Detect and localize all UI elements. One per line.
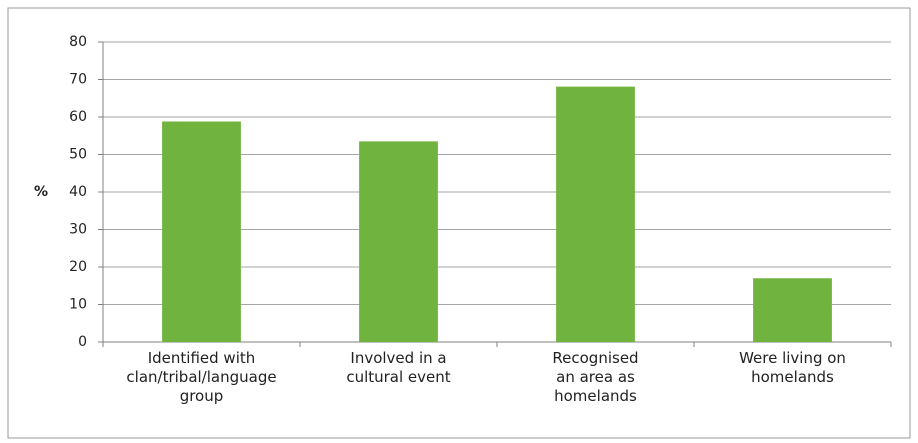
y-tick-label: 20 [69,259,87,275]
x-tick-label: Were living on homelands [739,349,846,386]
y-axis-label: % [34,184,48,200]
bar [753,278,832,342]
y-tick-label: 80 [69,34,87,50]
y-tick-label: 60 [69,109,87,125]
frame-border [7,7,911,439]
y-tick-label: 0 [78,334,87,350]
y-tick-label: 10 [69,297,87,313]
bar [359,141,438,342]
y-tick-label: 40 [69,184,87,200]
y-tick-label: 30 [69,222,87,238]
bar [556,86,635,342]
x-tick-label: Recognised an area as homelands [552,349,639,405]
x-tick-label: Identified with clan/tribal/language gro… [126,349,277,405]
y-tick-label: 50 [69,147,87,163]
y-tick-label: 70 [69,72,87,88]
x-tick-label: Involved in a cultural event [346,349,451,386]
bar [162,121,241,342]
